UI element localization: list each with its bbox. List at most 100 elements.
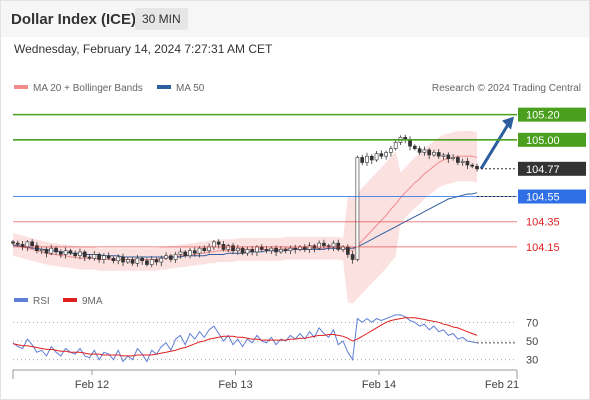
instrument-title: Dollar Index (ICE) [11, 11, 137, 28]
candle-body [145, 260, 149, 265]
candle-body [39, 249, 44, 251]
rsi-tick-label: 70 [526, 317, 538, 329]
rsi-tick-label: 50 [526, 336, 538, 348]
candle-body [369, 155, 374, 161]
candle-body [235, 247, 240, 251]
candle-body [456, 157, 460, 163]
candle-body [422, 149, 427, 153]
candle-body [135, 257, 140, 264]
candle-body [389, 148, 393, 153]
time-tick-label: Feb 12 [75, 379, 109, 391]
ma9-legend-label: 9MA [82, 296, 103, 307]
candle-body [140, 257, 145, 262]
key-levels: 105.20 105.00 104.77 104.55 104.35 104.15 [13, 107, 586, 254]
bollinger-legend-label: MA 20 + Bollinger Bands [33, 83, 143, 94]
candle-body [178, 251, 183, 255]
candle-body [384, 152, 388, 157]
candle-body [212, 241, 216, 248]
candle-body [169, 255, 173, 260]
candle-body [374, 153, 379, 161]
candle-body [427, 149, 432, 156]
candle-body [436, 152, 441, 157]
resistance-label: 105.00 [526, 135, 560, 147]
candle-body [207, 246, 211, 251]
rsi-panel: 70 50 30 [12, 314, 538, 367]
ma50-legend-label: MA 50 [176, 83, 205, 94]
candle-body [78, 251, 82, 257]
bollinger-legend-swatch [14, 85, 28, 89]
candle-body [470, 164, 475, 167]
candle-body [350, 254, 355, 260]
candle-body [460, 160, 465, 163]
candle-body [269, 247, 274, 251]
candle-body [336, 242, 341, 250]
credit-text: Research © 2024 Trading Central [432, 83, 581, 94]
time-tick-label: Feb 13 [218, 379, 252, 391]
support-label: 104.35 [526, 217, 560, 229]
candle-body [331, 242, 336, 248]
timeframe-badge[interactable]: 30 MIN [135, 8, 188, 30]
candle-body [231, 245, 235, 251]
candle-body [451, 157, 455, 160]
candle-body [317, 242, 321, 249]
candle-body [432, 152, 436, 156]
resistance-label: 105.20 [526, 110, 560, 122]
candle-body [87, 256, 92, 259]
candle-body [82, 251, 87, 258]
candle-body [255, 246, 259, 253]
candle-body [264, 249, 269, 251]
candle-body [63, 250, 68, 255]
pivot-label: 104.55 [526, 192, 560, 204]
candle-body [226, 245, 231, 250]
candle-body [345, 246, 350, 255]
candle-body [322, 242, 326, 246]
candle-body [288, 247, 293, 251]
candle-body [125, 259, 130, 263]
rsi-legend-label: RSI [33, 296, 50, 307]
header-bar: Dollar Index (ICE) 30 MIN [1, 1, 589, 37]
candle-body [279, 249, 283, 253]
candle-body [188, 250, 192, 257]
rsi-tick-label: 30 [526, 355, 538, 367]
candle-body [149, 259, 154, 265]
candle-body [417, 148, 422, 153]
candle-body [379, 153, 384, 157]
time-tick-label: Feb 21 [485, 379, 519, 391]
candle-body [11, 241, 15, 244]
support-label: 104.15 [526, 242, 560, 254]
candle-body [274, 247, 278, 253]
candle-body [192, 250, 197, 254]
candle-body [116, 256, 121, 262]
candle-body [102, 255, 106, 260]
bollinger-band-area [13, 131, 477, 304]
candle-body [446, 154, 451, 160]
candle-body [202, 247, 207, 251]
rsi-legend-swatch [14, 298, 28, 302]
candle-body [30, 241, 34, 246]
candle-body [111, 257, 116, 262]
candle-body [106, 255, 111, 259]
rsi-line [12, 314, 478, 363]
candle-body [68, 250, 73, 254]
candle-body [465, 160, 470, 166]
candle-body [54, 247, 58, 253]
candle-body [15, 242, 20, 245]
candle-body [307, 245, 312, 250]
candle-body [365, 155, 369, 163]
resistance-tag [518, 107, 586, 122]
candle-body [408, 139, 412, 147]
candle-body [92, 254, 97, 259]
candle-body [49, 247, 54, 254]
candle-body [216, 241, 221, 245]
candle-body [25, 241, 30, 248]
candle-body [164, 255, 168, 259]
candle-body [97, 254, 101, 260]
candle-body [245, 249, 250, 254]
candle-body [360, 157, 365, 163]
time-tick-label: Feb 14 [362, 379, 396, 391]
candle-body [393, 142, 398, 149]
candle-body [154, 259, 159, 263]
candle-body [121, 256, 125, 263]
candle-body [283, 249, 288, 251]
